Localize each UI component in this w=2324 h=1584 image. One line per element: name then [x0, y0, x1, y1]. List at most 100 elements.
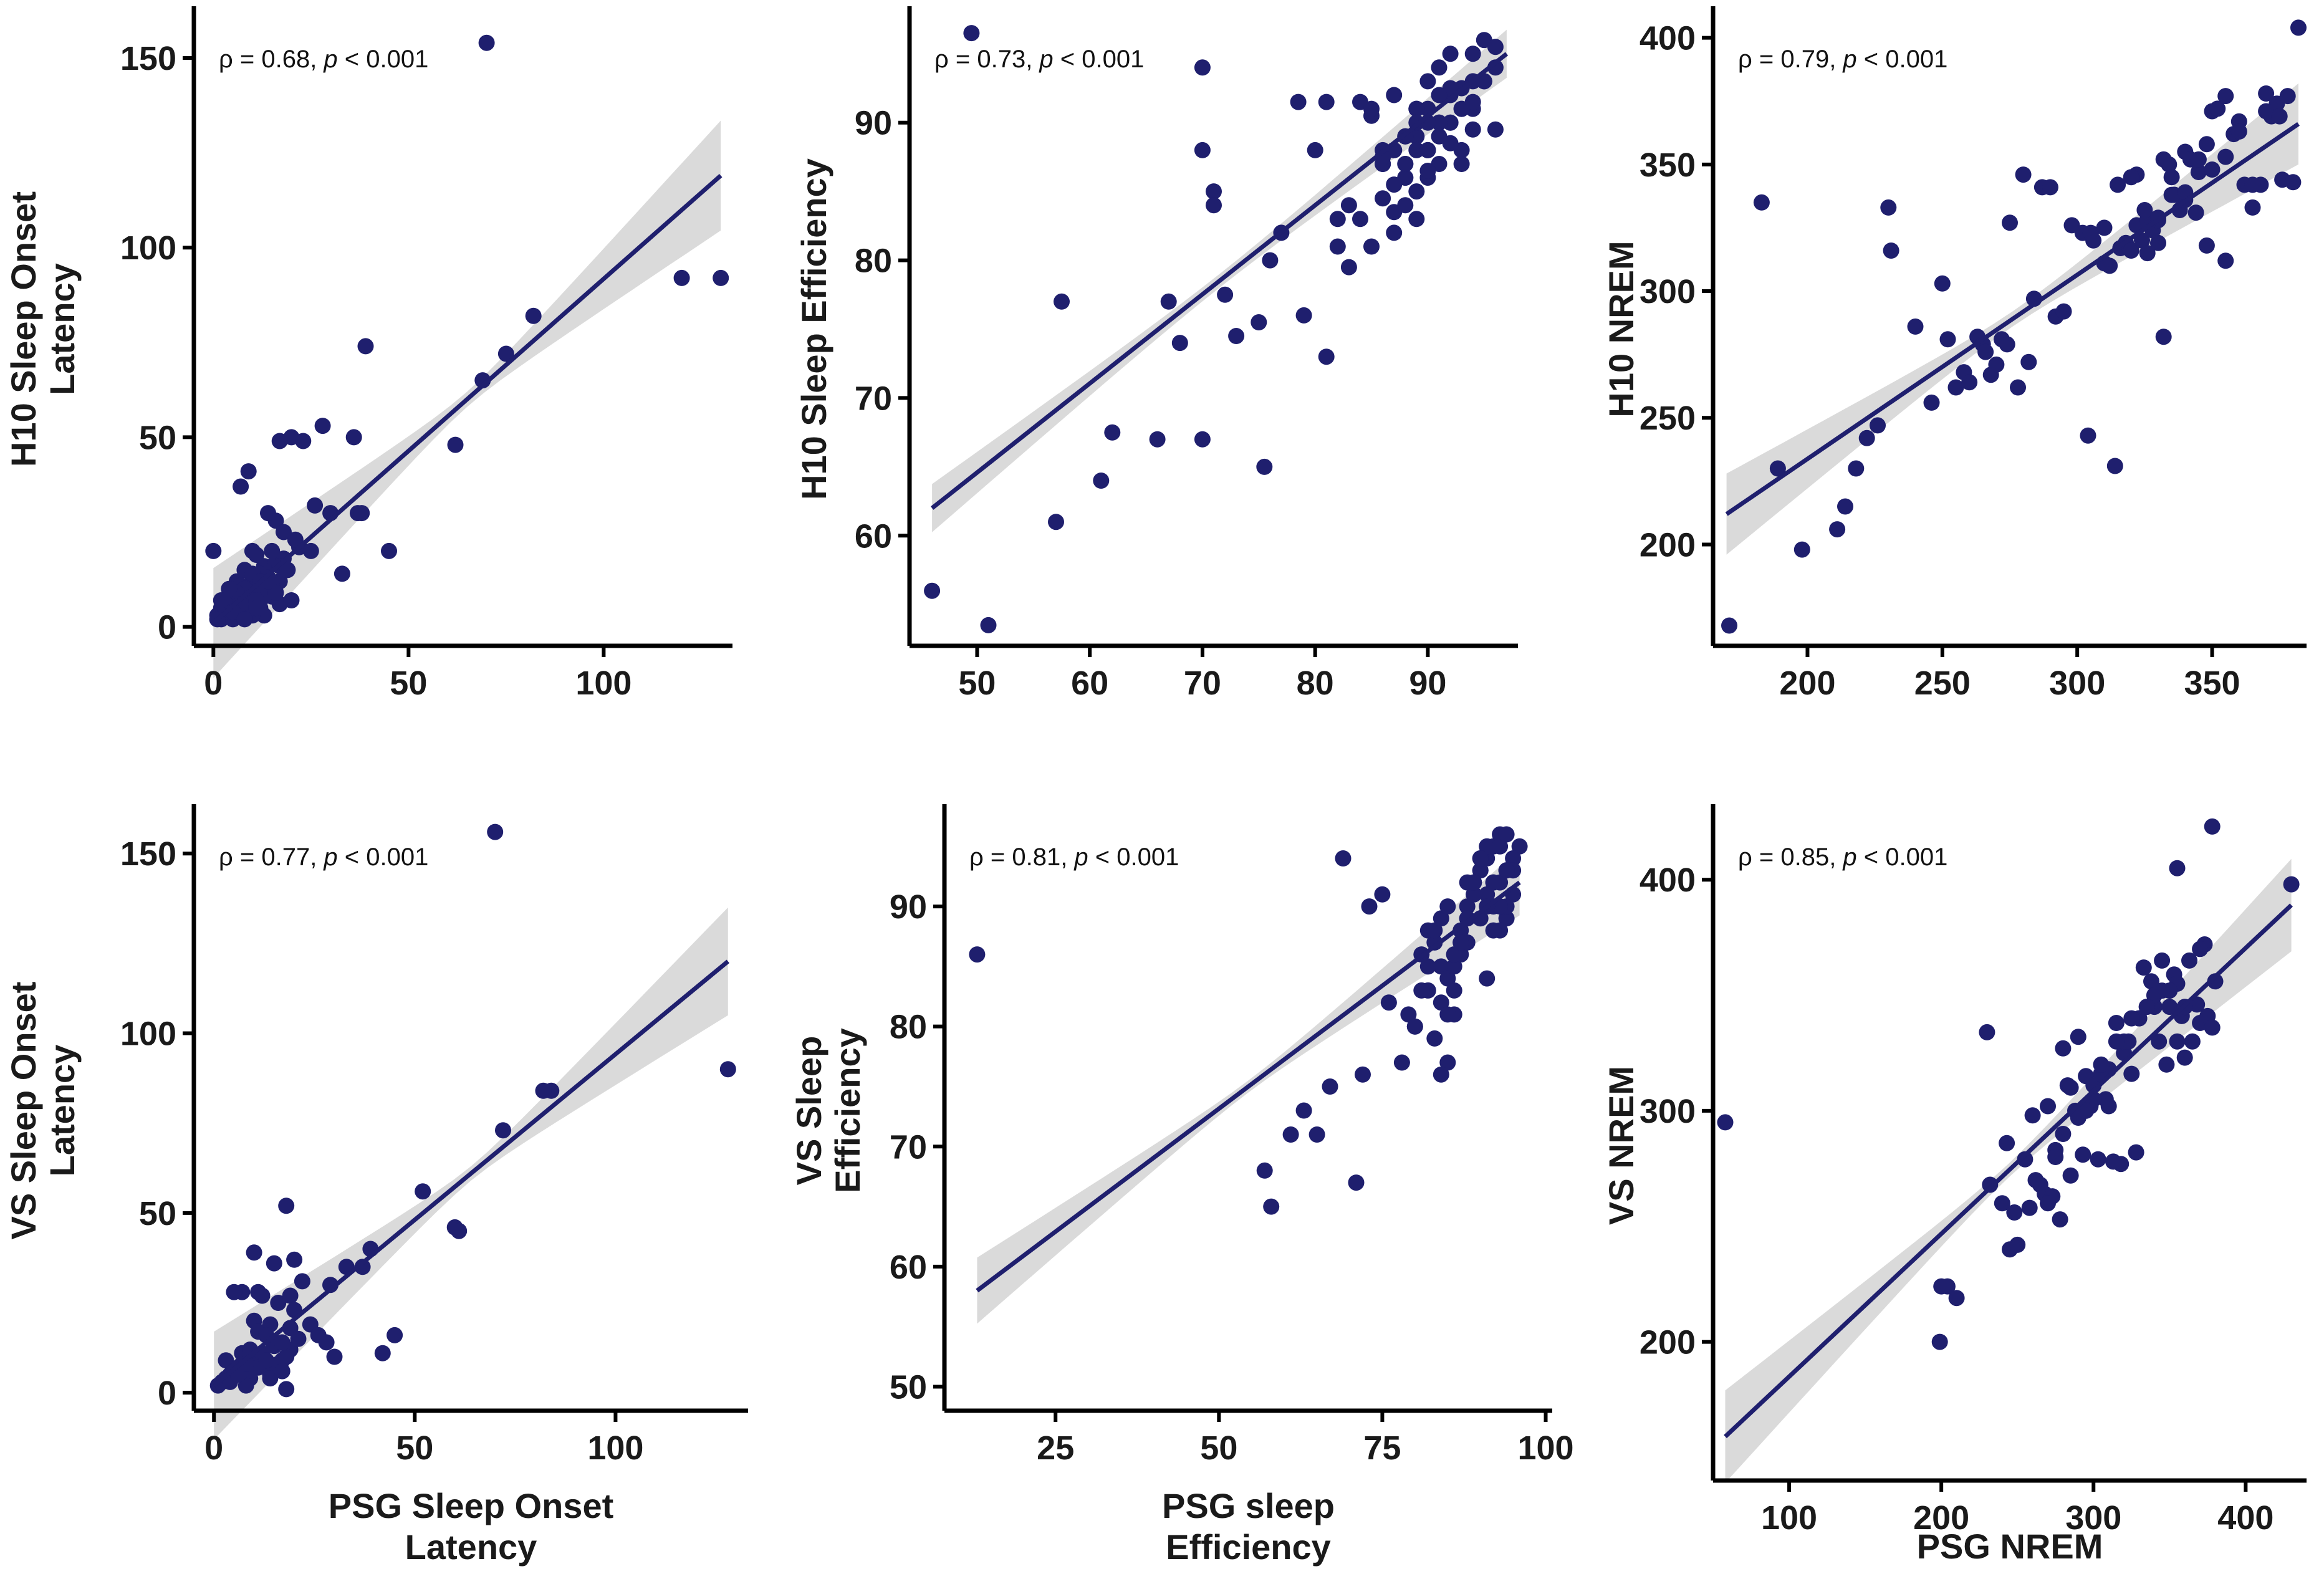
data-point	[213, 592, 229, 608]
data-point	[276, 524, 292, 540]
y-tick-label: 70	[855, 380, 892, 417]
data-point	[221, 580, 238, 597]
x-axis-title: PSG sleep Efficiency	[1162, 1486, 1335, 1567]
data-point	[1295, 307, 1312, 324]
data-point	[1446, 982, 1462, 999]
data-point	[353, 505, 370, 522]
data-point	[1439, 898, 1456, 915]
data-point	[286, 1251, 303, 1268]
data-point	[274, 1334, 290, 1351]
data-point	[2042, 179, 2058, 196]
x-tick-label: 100	[1517, 1429, 1573, 1467]
data-point	[1054, 293, 1070, 310]
data-point	[1171, 335, 1188, 352]
data-point	[1194, 59, 1211, 76]
data-point	[1994, 1195, 2010, 1212]
y-tick-label: 150	[120, 835, 176, 873]
data-point	[248, 600, 265, 617]
data-point	[1413, 982, 1430, 999]
panel-6: 200 300 400 100 200 300 400 ρ = 0.85, p < 0.001…	[1601, 804, 2307, 1566]
data-point	[1355, 1066, 1371, 1083]
data-point	[1923, 394, 1940, 411]
data-point	[535, 1082, 552, 1099]
panel-2: 60 70 80 90 50 60 70 80 90 ρ = 0.73, p < 0.001 H10…	[794, 6, 1518, 702]
y-tick-label: 50	[139, 419, 176, 456]
data-point	[2271, 108, 2288, 125]
regression-line	[976, 880, 1521, 1293]
correlation-annotation: ρ = 0.79, p < 0.001	[1738, 46, 1947, 73]
data-point	[1793, 541, 1810, 558]
data-point	[1206, 183, 1222, 200]
y-tick-label: 200	[1640, 1324, 1696, 1361]
data-point	[2002, 214, 2018, 231]
x-tick-label: 50	[1200, 1429, 1237, 1467]
data-point	[1485, 874, 1502, 891]
data-point	[2143, 973, 2159, 990]
y-tick-label: 90	[890, 888, 927, 926]
y-tick-label: 0	[158, 609, 176, 646]
data-point	[2192, 941, 2209, 958]
data-point	[1870, 417, 1886, 434]
data-point	[287, 531, 304, 548]
x-tick-label: 200	[1913, 1499, 1969, 1537]
data-point	[2230, 123, 2247, 140]
data-point	[1408, 183, 1425, 200]
x-tick-label: 0	[204, 665, 223, 702]
data-point	[2006, 1204, 2023, 1221]
data-point	[1931, 1333, 1948, 1350]
data-point	[1263, 1198, 1280, 1215]
data-point	[924, 582, 941, 599]
y-tick-label: 90	[855, 105, 892, 142]
x-tick-label: 50	[390, 665, 427, 702]
x-tick-label: 200	[1779, 665, 1835, 702]
data-point	[260, 505, 276, 522]
data-point	[1093, 473, 1110, 489]
data-point	[1290, 94, 1307, 110]
data-point	[2154, 982, 2171, 999]
data-point	[1848, 460, 1865, 477]
x-tick-label: 100	[1761, 1499, 1817, 1537]
data-point	[1217, 286, 1234, 303]
data-point	[1048, 514, 1064, 530]
data-point	[270, 1295, 287, 1311]
data-point	[1256, 1162, 1273, 1179]
data-point	[307, 497, 324, 514]
data-point	[1982, 1176, 1999, 1193]
data-point	[2258, 103, 2275, 120]
data-point	[1453, 156, 1470, 172]
data-point	[1426, 1030, 1443, 1047]
data-point	[1419, 163, 1436, 179]
y-tick-label: 60	[890, 1249, 927, 1286]
regression-line	[1724, 903, 2293, 1439]
data-point	[2123, 1065, 2140, 1082]
y-axis-title: VS SleepEfficiency	[789, 1028, 867, 1193]
data-point	[1419, 142, 1436, 158]
correlation-annotation: ρ = 0.85, p < 0.001	[1738, 843, 1947, 871]
regression-line	[212, 959, 730, 1388]
data-point	[1934, 275, 1951, 292]
data-point	[2040, 1098, 2056, 1115]
data-point	[2040, 1195, 2056, 1212]
data-point	[2135, 959, 2152, 976]
data-point	[1442, 114, 1459, 131]
data-point	[1251, 314, 1267, 330]
data-point	[1228, 328, 1245, 344]
data-point	[294, 1273, 310, 1290]
data-point	[1452, 934, 1469, 951]
y-tick-label: 80	[855, 242, 892, 280]
data-point	[267, 584, 284, 601]
x-tick-label: 25	[1037, 1429, 1074, 1467]
data-point	[1386, 204, 1403, 221]
data-point	[2100, 1098, 2117, 1115]
data-point	[278, 1381, 295, 1398]
data-point	[1721, 617, 1737, 634]
y-tick-label: 60	[855, 517, 892, 555]
data-point	[2158, 1056, 2175, 1073]
x-tick-label: 100	[575, 665, 631, 702]
data-point	[1999, 1135, 2015, 1151]
data-point	[1419, 958, 1436, 975]
panel-1: 0 50 100 150 0 50 100 ρ = 0.68, p < 0.001 H10 Sl…	[4, 6, 732, 702]
data-point	[1948, 1290, 1965, 1307]
regression-line	[1725, 122, 2300, 516]
data-point	[1492, 838, 1509, 855]
